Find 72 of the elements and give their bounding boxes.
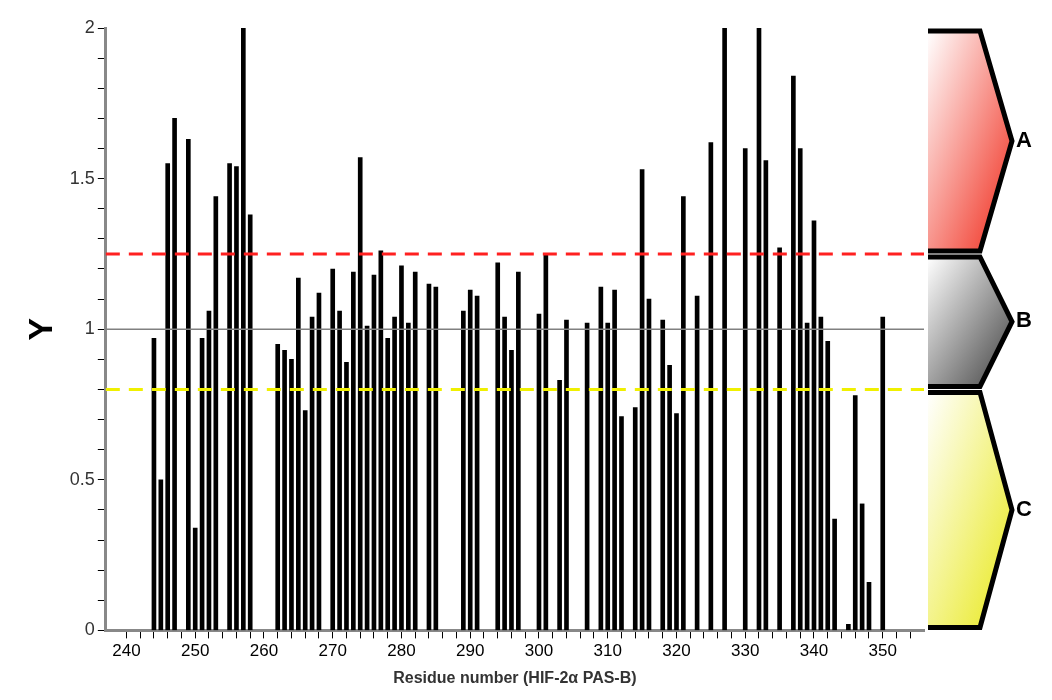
bar xyxy=(241,28,246,631)
bar xyxy=(158,479,164,631)
text: B xyxy=(1016,307,1032,333)
bar xyxy=(344,362,349,631)
bar xyxy=(192,527,198,631)
bar xyxy=(351,271,356,631)
bar xyxy=(282,349,287,631)
x-tick-label: 260 xyxy=(249,641,279,661)
bar xyxy=(880,316,886,631)
y-tick-label: 1 xyxy=(84,318,95,339)
bar xyxy=(832,518,837,631)
x-tick-label: 240 xyxy=(112,641,141,661)
x-tick-label: 310 xyxy=(593,641,622,661)
bar xyxy=(660,319,666,631)
bar xyxy=(275,343,281,631)
x-tick-label: 280 xyxy=(387,641,416,661)
x-tick-label: 320 xyxy=(662,641,691,661)
y-tick-label: 1.5 xyxy=(69,167,95,188)
bar xyxy=(632,407,638,631)
x-tick-label: 290 xyxy=(456,641,485,661)
bar xyxy=(412,271,418,631)
bar xyxy=(502,316,507,631)
text: C xyxy=(1016,495,1032,521)
x-tick-label: 350 xyxy=(868,641,897,661)
bar xyxy=(674,413,679,631)
x-tick-label: 270 xyxy=(318,641,347,661)
bar xyxy=(825,340,831,631)
bar xyxy=(846,624,851,631)
bar xyxy=(742,148,748,631)
bar xyxy=(777,247,782,631)
bar xyxy=(557,380,562,631)
bar xyxy=(722,28,727,631)
bar xyxy=(797,148,803,631)
bar xyxy=(667,365,672,631)
bar xyxy=(385,337,391,631)
bar xyxy=(399,265,404,631)
y-tick-label: 0 xyxy=(84,619,95,640)
bar xyxy=(509,349,514,631)
bar xyxy=(296,277,301,631)
bar xyxy=(852,395,858,631)
bar xyxy=(186,139,191,631)
bar xyxy=(302,410,308,631)
y-tick-label: 0.5 xyxy=(69,468,95,489)
bar xyxy=(172,118,177,631)
x-axis-title: Residue number (HIF-2α PAS-B) xyxy=(393,668,637,686)
bar xyxy=(461,310,466,631)
bar xyxy=(791,75,796,631)
text: A xyxy=(1016,126,1032,152)
bar xyxy=(289,358,294,631)
bar xyxy=(165,163,171,631)
bar xyxy=(605,322,611,631)
bar xyxy=(247,214,253,631)
bar xyxy=(619,416,624,631)
y-axis-title: Y xyxy=(20,317,59,341)
bar xyxy=(406,322,411,631)
bar xyxy=(681,196,686,631)
bar xyxy=(516,271,521,631)
y-tick-label: 2 xyxy=(84,16,95,37)
x-tick-label: 340 xyxy=(799,641,829,661)
x-tick-label: 330 xyxy=(731,641,760,661)
bar xyxy=(227,163,232,631)
bar xyxy=(234,166,239,631)
bar xyxy=(357,157,363,631)
bar xyxy=(337,310,342,631)
bar xyxy=(330,268,336,631)
bar xyxy=(392,316,397,631)
bar xyxy=(612,289,617,631)
bar xyxy=(495,262,501,631)
x-tick-label: 300 xyxy=(524,641,554,661)
bar xyxy=(467,289,473,631)
bar xyxy=(564,319,569,631)
x-tick-label: 250 xyxy=(181,641,210,661)
